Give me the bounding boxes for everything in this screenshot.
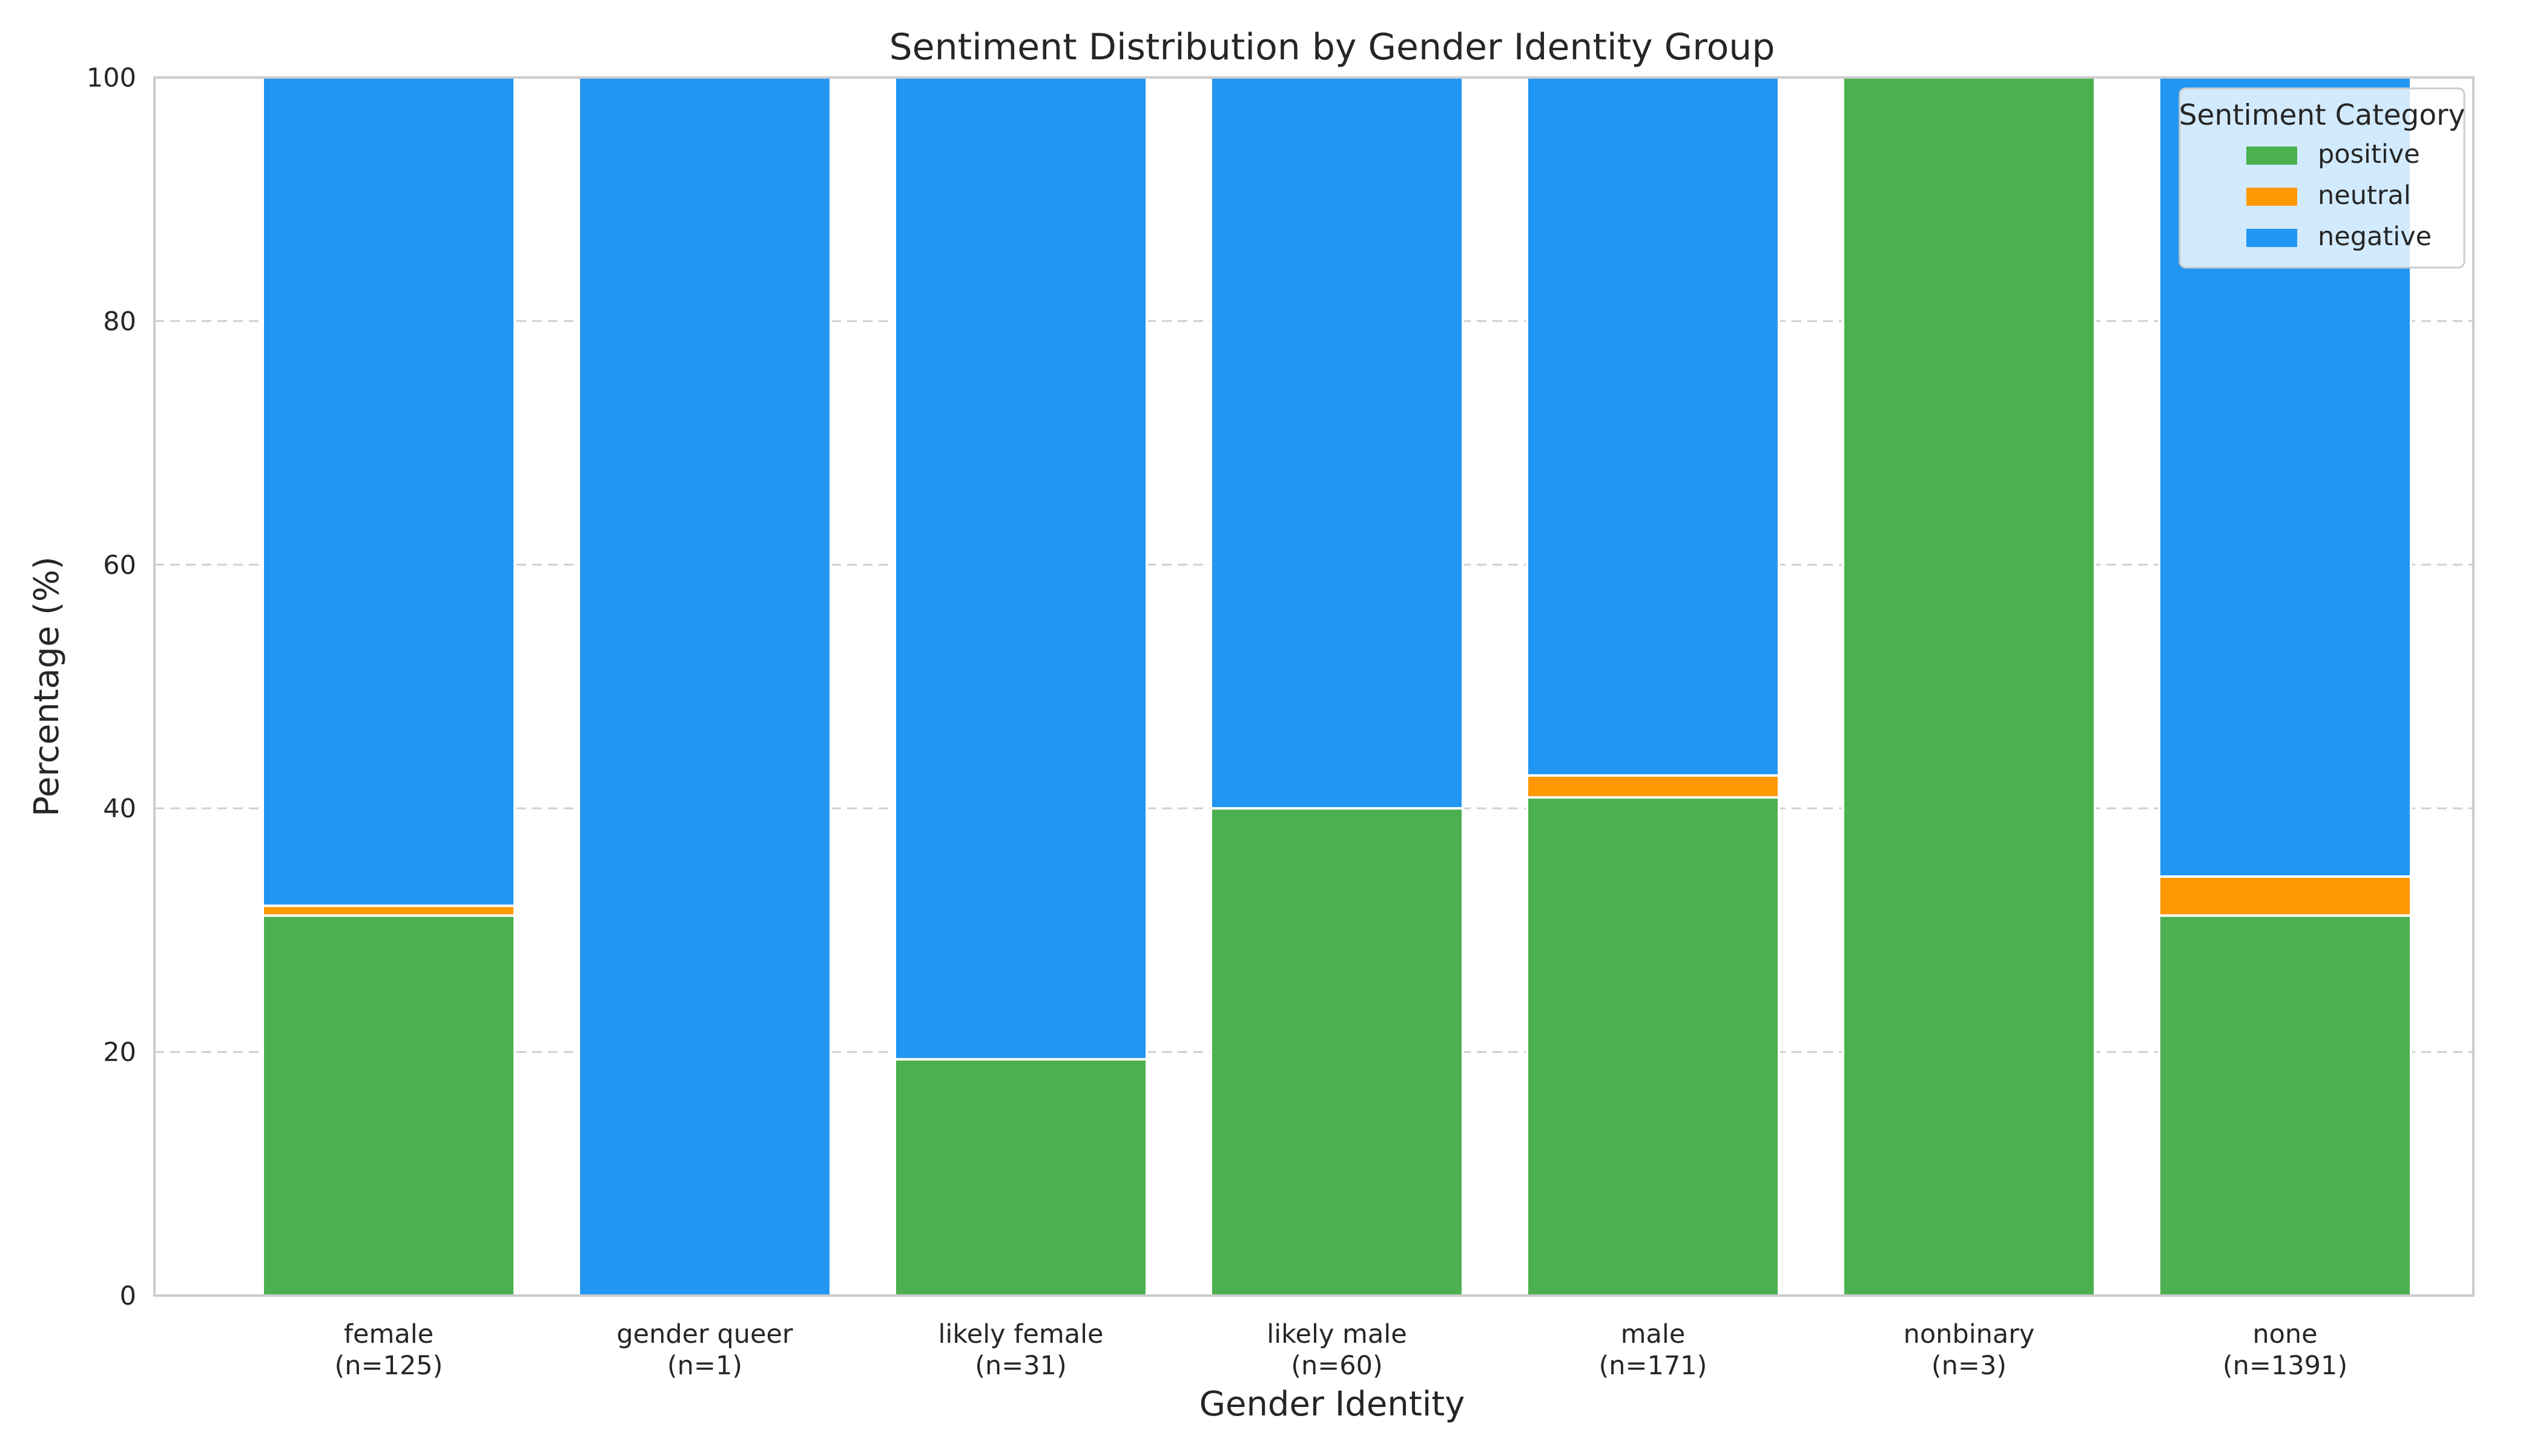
legend: Sentiment Category positive neutral negativ…	[2179, 87, 2465, 269]
x-tick-label: female	[344, 1319, 434, 1349]
x-tick-label: (n=3)	[1931, 1351, 2007, 1381]
x-tick-label: male	[1621, 1319, 1686, 1349]
y-tick-label: 20	[103, 1038, 136, 1068]
x-tick-label: (n=125)	[335, 1351, 443, 1381]
bars-layer	[262, 76, 2412, 1297]
plot-frame	[153, 76, 2475, 1297]
x-tick-label: nonbinary	[1904, 1319, 2035, 1349]
x-tick-label: none	[2252, 1319, 2317, 1349]
bar-positive	[1842, 76, 2096, 1297]
bar-negative	[1526, 76, 1780, 777]
x-tick-label: (n=31)	[975, 1351, 1067, 1381]
bar-negative	[1210, 76, 1464, 810]
bar-positive	[894, 1058, 1148, 1297]
bar-negative	[262, 76, 516, 908]
y-tick-label: 100	[87, 63, 136, 93]
bar-positive	[2158, 914, 2412, 1297]
legend-swatch-positive	[2246, 147, 2297, 165]
bar-neutral	[1526, 774, 1780, 799]
x-tick-label: gender queer	[616, 1319, 793, 1349]
grid-layer	[154, 320, 2473, 1053]
bar-positive	[262, 914, 516, 1297]
legend-label-positive: positive	[2318, 139, 2420, 170]
x-tick-label: likely female	[938, 1319, 1103, 1349]
bar-neutral	[2158, 875, 2412, 917]
x-tick-label: (n=60)	[1291, 1351, 1383, 1381]
chart-title: Sentiment Distribution by Gender Identit…	[889, 26, 1775, 68]
y-tick-label: 80	[103, 306, 136, 337]
legend-swatch-negative	[2246, 229, 2297, 247]
legend-title: Sentiment Category	[2179, 99, 2465, 132]
legend-swatch-neutral	[2246, 188, 2297, 206]
x-tick-label: (n=1)	[667, 1351, 742, 1381]
y-tick-label: 0	[120, 1281, 136, 1311]
x-axis-label: Gender Identity	[1199, 1385, 1465, 1424]
y-axis-label: Percentage (%)	[27, 556, 67, 817]
x-tick-label: (n=171)	[1599, 1351, 1707, 1381]
bar-negative	[894, 76, 1148, 1061]
legend-box	[2179, 87, 2465, 269]
y-tick-label: 40	[103, 794, 136, 824]
legend-label-negative: negative	[2318, 222, 2432, 252]
x-tick-label: (n=1391)	[2223, 1351, 2347, 1381]
bar-neutral	[262, 904, 516, 917]
x-tick-label: likely male	[1267, 1319, 1407, 1349]
legend-label-neutral: neutral	[2318, 180, 2411, 211]
bar-positive	[1210, 807, 1464, 1297]
y-tick-label: 60	[103, 550, 136, 581]
bar-positive	[1526, 796, 1780, 1297]
bar-negative	[578, 76, 832, 1297]
